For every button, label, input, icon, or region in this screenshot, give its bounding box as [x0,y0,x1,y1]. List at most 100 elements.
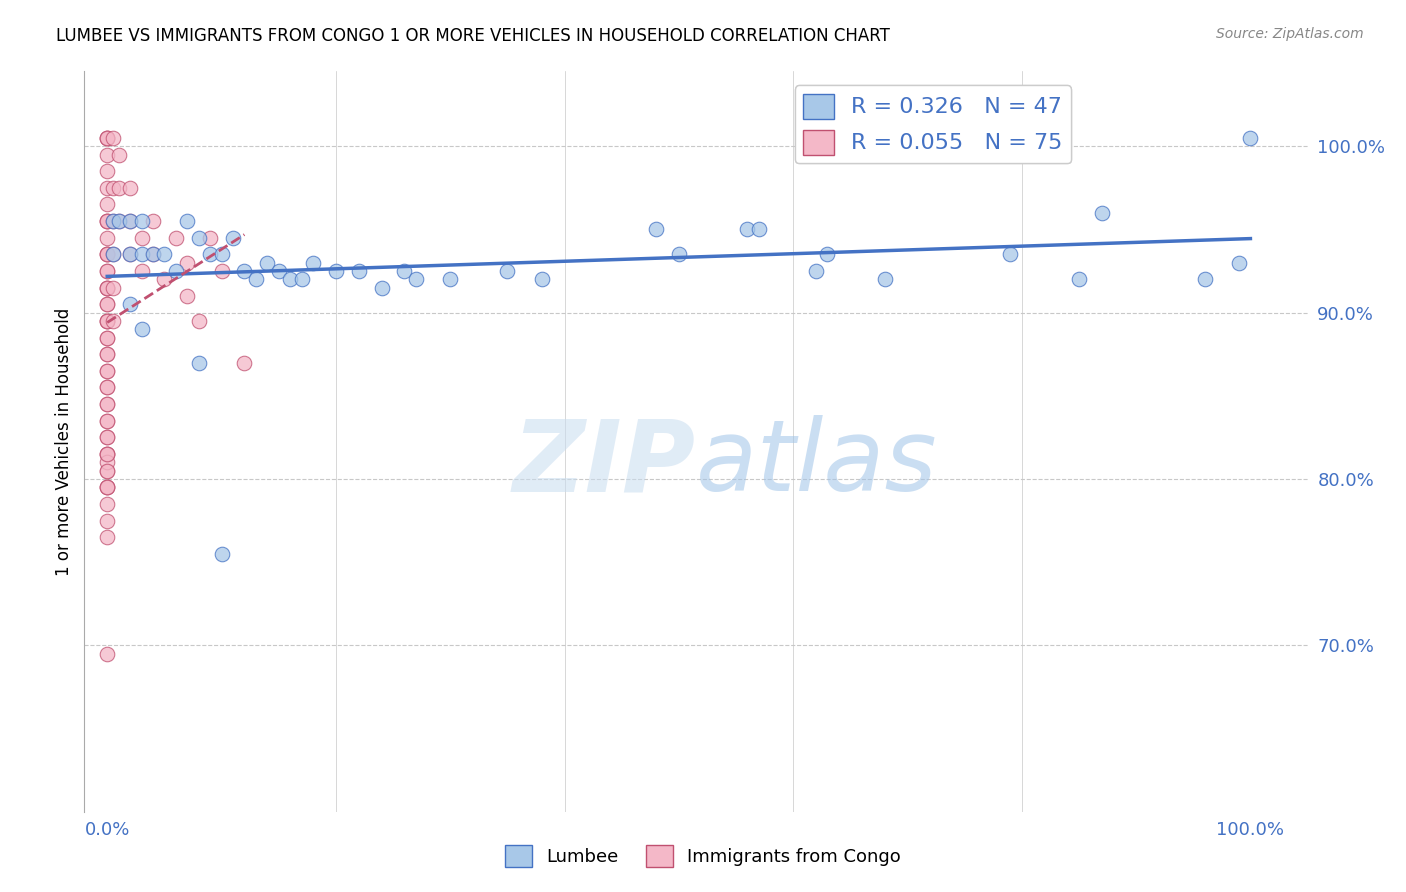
Point [668,247,690,261]
Point [873,272,896,286]
Point [96,464,118,478]
Point [96,480,118,494]
Point [439,272,461,286]
Point [1239,131,1261,145]
Point [96,447,118,461]
Point [245,272,267,286]
Point [96,297,118,311]
Point [198,231,221,245]
Point [187,231,209,245]
Point [142,247,165,261]
Point [96,514,118,528]
Text: Source: ZipAtlas.com: Source: ZipAtlas.com [1216,27,1364,41]
Point [804,264,827,278]
Point [302,255,325,269]
Point [96,214,118,228]
Point [96,364,118,378]
Point [1194,272,1216,286]
Point [165,231,187,245]
Point [131,264,153,278]
Point [278,272,301,286]
Point [96,455,118,469]
Point [101,314,124,328]
Point [370,280,392,294]
Point [198,247,221,261]
Point [120,214,142,228]
Point [96,247,118,261]
Point [96,447,118,461]
Point [107,214,129,228]
Point [96,397,118,411]
Point [96,430,118,444]
Point [233,355,256,369]
Point [96,330,118,344]
Point [96,131,118,145]
Point [101,214,124,228]
Point [101,247,124,261]
Point [187,355,209,369]
Point [120,297,142,311]
Point [96,247,118,261]
Point [96,197,118,211]
Point [131,322,153,336]
Point [96,280,118,294]
Point [96,497,118,511]
Point [142,247,165,261]
Point [290,272,312,286]
Point [96,480,118,494]
Point [96,347,118,361]
Text: LUMBEE VS IMMIGRANTS FROM CONGO 1 OR MORE VEHICLES IN HOUSEHOLD CORRELATION CHAR: LUMBEE VS IMMIGRANTS FROM CONGO 1 OR MOR… [56,27,890,45]
Point [176,255,198,269]
Point [211,247,233,261]
Text: atlas: atlas [696,416,938,512]
Point [96,314,118,328]
Point [120,181,142,195]
Point [211,547,233,561]
Point [176,214,198,228]
Point [96,480,118,494]
Point [96,380,118,394]
Legend: R = 0.326   N = 47, R = 0.055   N = 75: R = 0.326 N = 47, R = 0.055 N = 75 [794,86,1071,163]
Point [96,380,118,394]
Y-axis label: 1 or more Vehicles in Household: 1 or more Vehicles in Household [55,308,73,575]
Point [96,464,118,478]
Point [96,214,118,228]
Point [176,289,198,303]
Legend: Lumbee, Immigrants from Congo: Lumbee, Immigrants from Congo [498,838,908,874]
Point [96,231,118,245]
Point [1000,247,1022,261]
Point [96,164,118,178]
Point [131,231,153,245]
Point [96,314,118,328]
Point [96,447,118,461]
Point [120,247,142,261]
Point [101,181,124,195]
Point [496,264,519,278]
Point [325,264,347,278]
Point [107,147,129,161]
Point [142,214,165,228]
Point [107,214,129,228]
Point [256,255,278,269]
Point [211,264,233,278]
Point [96,181,118,195]
Point [131,214,153,228]
Point [96,280,118,294]
Point [737,222,759,236]
Point [394,264,416,278]
Point [347,264,370,278]
Point [96,280,118,294]
Point [96,264,118,278]
Point [1091,206,1114,220]
Text: ZIP: ZIP [513,416,696,512]
Point [96,364,118,378]
Point [96,264,118,278]
Point [96,330,118,344]
Point [153,247,176,261]
Point [96,430,118,444]
Point [101,214,124,228]
Point [530,272,553,286]
Point [817,247,839,261]
Point [96,147,118,161]
Point [748,222,770,236]
